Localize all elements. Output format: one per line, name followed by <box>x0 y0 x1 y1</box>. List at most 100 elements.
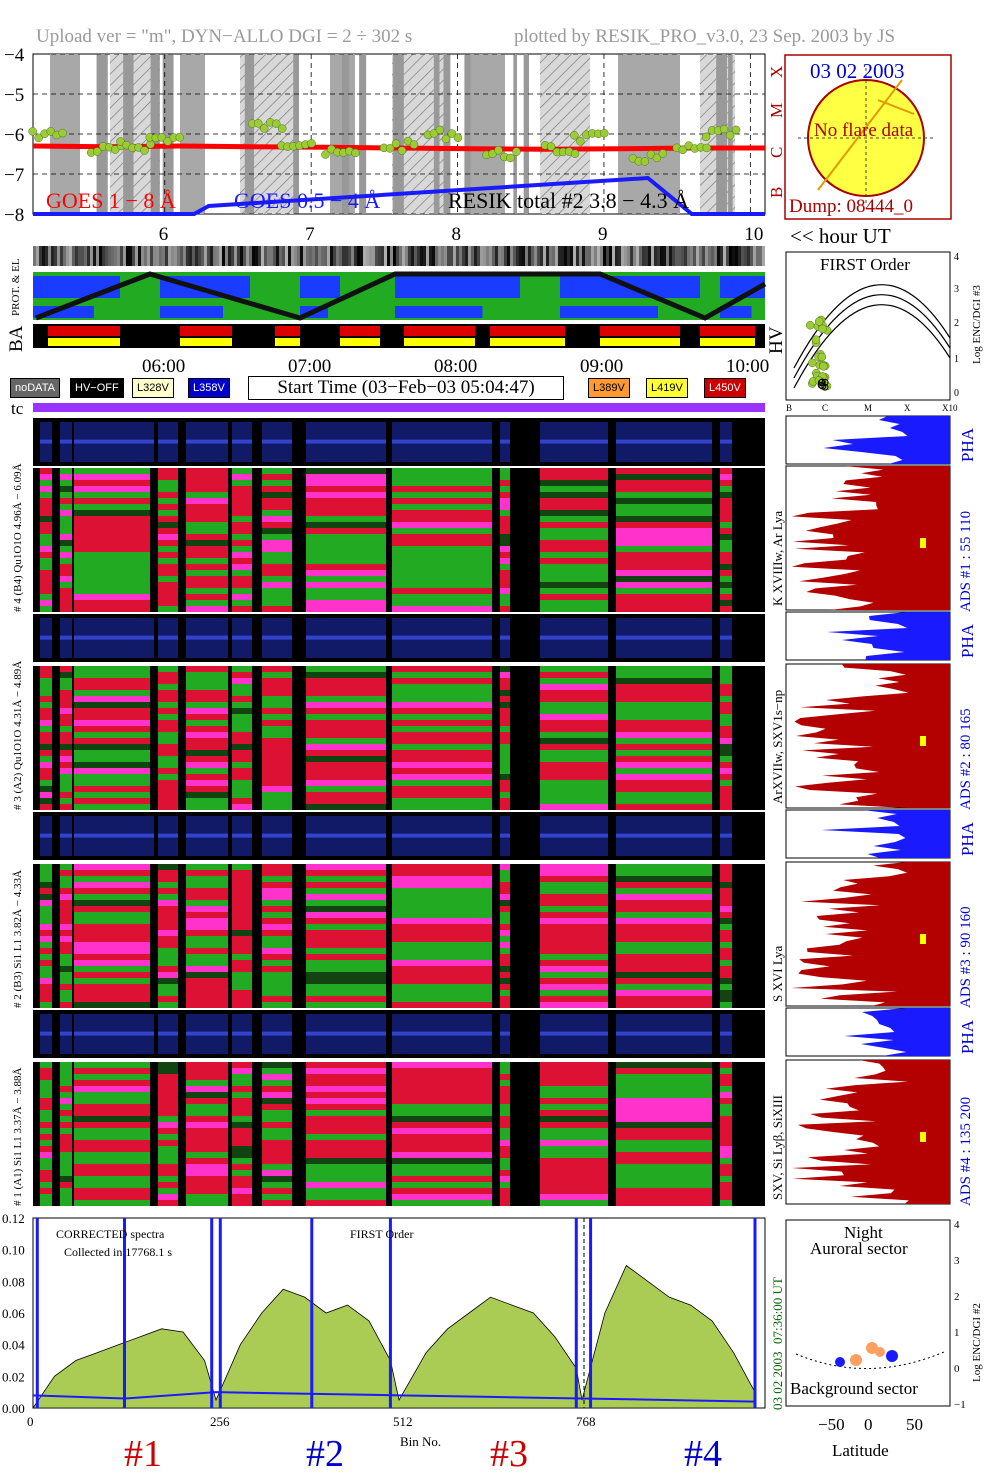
spectrogram-cell <box>262 480 292 486</box>
spectrogram-cell <box>306 672 386 678</box>
ads-marker <box>920 538 926 548</box>
spectrogram-cell <box>232 1080 252 1086</box>
spectrogram-cell <box>540 1128 608 1134</box>
spectrogram-cell <box>540 666 608 672</box>
spectrogram-cell <box>500 756 510 762</box>
spectrogram-cell <box>232 1062 252 1068</box>
spectrogram-cell <box>232 1092 252 1098</box>
spectrogram-cell <box>60 774 72 780</box>
spectrogram-cell <box>60 1098 72 1104</box>
spectrogram-cell <box>74 1164 154 1170</box>
spectrogram-cell <box>158 930 178 936</box>
spectrogram-cell <box>392 474 492 480</box>
spectrogram-cell <box>616 792 712 798</box>
spectrogram-cell <box>306 474 386 480</box>
channel-label: # 4 (B4) Qu1O1O 4.96Å − 6.09Å <box>12 463 24 612</box>
spectrogram-cell <box>158 1092 178 1098</box>
spectrogram-cell <box>232 1002 252 1008</box>
pha-line <box>74 635 154 640</box>
spectrogram-cell <box>616 714 712 720</box>
spectrum-y-tick: 0.12 <box>2 1214 25 1226</box>
spectrogram-gap <box>735 468 765 612</box>
spectrogram-cell <box>720 696 732 702</box>
spectrogram-cell <box>306 864 386 870</box>
noise-cell <box>636 246 639 266</box>
noise-cell <box>327 246 330 266</box>
pha-line <box>186 1031 228 1036</box>
spectrogram-cell <box>74 936 154 942</box>
pha-line <box>60 439 72 444</box>
spectrogram-cell <box>158 1074 178 1080</box>
spectrogram-cell <box>540 894 608 900</box>
spectrogram-cell <box>74 474 154 480</box>
spectrogram-cell <box>720 570 732 576</box>
spectrogram-cell <box>40 966 52 972</box>
spectrogram-cell <box>720 1116 732 1122</box>
legend-goes-short: GOES 0.5 − 4 Å <box>234 188 380 213</box>
spectrogram-gap <box>712 864 720 1008</box>
spectrogram-cell <box>40 480 52 486</box>
spectrogram-cell <box>232 876 252 882</box>
spectrogram-cell <box>232 966 252 972</box>
spectrogram-cell <box>540 714 608 720</box>
spectrogram-cell <box>500 720 510 726</box>
spectrogram-cell <box>500 690 510 696</box>
spectrogram-cell <box>158 1176 178 1182</box>
spectrogram-cell <box>306 1194 386 1200</box>
spectrogram-cell <box>232 1116 252 1122</box>
spectrogram-cell <box>186 1182 228 1188</box>
spectrogram-cell <box>720 702 732 708</box>
spectrogram-cell <box>262 888 292 894</box>
spectrogram-gap <box>178 666 186 810</box>
spectrogram-cell <box>540 522 608 528</box>
spectrogram-cell <box>540 732 608 738</box>
spectrogram-cell <box>186 474 228 480</box>
spectrogram-cell <box>40 888 52 894</box>
first-order-point <box>808 358 817 368</box>
spectrogram-cell <box>158 498 178 504</box>
spectrogram-cell <box>186 582 228 588</box>
spectrogram-cell <box>60 882 72 888</box>
noise-cell <box>708 246 711 266</box>
spectrogram-cell <box>306 762 386 768</box>
noise-cell <box>690 246 693 266</box>
spectrogram-cell <box>74 702 154 708</box>
spectrogram-cell <box>74 948 154 954</box>
spectrogram-cell <box>392 1194 492 1200</box>
spectrogram-cell <box>540 606 608 612</box>
spectrogram-cell <box>232 960 252 966</box>
spectrogram-cell <box>306 960 386 966</box>
resik-point <box>441 134 451 144</box>
noise-cell <box>408 246 411 266</box>
spectrogram-cell <box>392 786 492 792</box>
noise-cell <box>444 246 447 266</box>
spectrogram-cell <box>186 1104 228 1110</box>
spectrogram-cell <box>306 1182 386 1188</box>
spectrogram-cell <box>232 720 252 726</box>
spectrogram-cell <box>40 720 52 726</box>
spectrogram-cell <box>540 774 608 780</box>
spectrogram-cell <box>232 906 252 912</box>
spectrogram-cell <box>500 870 510 876</box>
hour-tick: 7 <box>305 224 315 245</box>
spectrogram-cell <box>616 954 712 960</box>
noise-cell <box>345 246 348 266</box>
noise-cell <box>657 246 660 266</box>
spectrogram-cell <box>540 1134 608 1140</box>
spectrogram-cell <box>720 504 732 510</box>
spectrogram-cell <box>616 504 712 510</box>
spectrogram-cell <box>232 684 252 690</box>
spectrogram-cell <box>60 474 72 480</box>
spectrogram-cell <box>720 1068 732 1074</box>
spectrogram-cell <box>186 732 228 738</box>
spectrogram-cell <box>74 480 154 486</box>
lat-x-tick: 50 <box>906 1415 923 1434</box>
spectrogram-cell <box>540 786 608 792</box>
pha-line <box>186 635 228 640</box>
spectrogram-cell <box>60 498 72 504</box>
spectrogram-cell <box>262 1194 292 1200</box>
resik-point <box>453 133 463 142</box>
noise-cell <box>186 246 189 266</box>
spectrogram-cell <box>392 492 492 498</box>
